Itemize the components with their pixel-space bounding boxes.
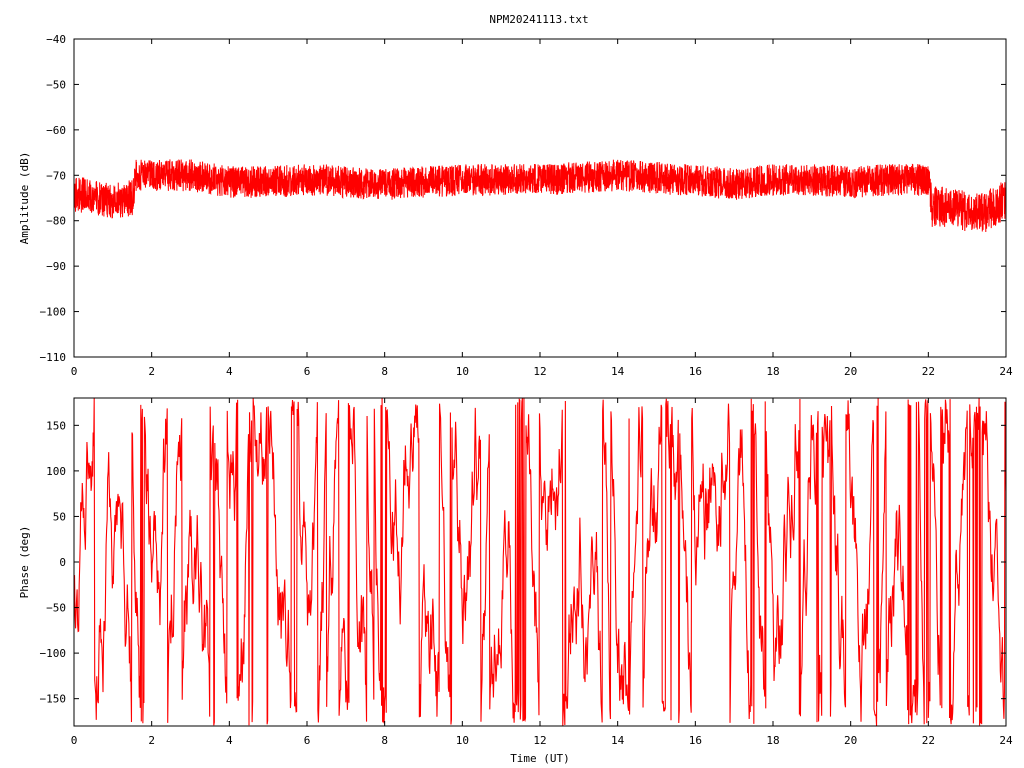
x-tick-label: 18 bbox=[766, 365, 779, 378]
x-tick-label: 12 bbox=[533, 365, 546, 378]
y-tick-label: 150 bbox=[46, 419, 66, 432]
x-tick-label: 20 bbox=[844, 734, 857, 747]
amplitude-panel: 0 2 4 6 8 10 12 14 16 18 20 22 24−40−50−60−70−80−90−… bbox=[18, 33, 1013, 378]
phase-series-line bbox=[74, 398, 1006, 726]
y-tick-label: −50 bbox=[46, 78, 66, 91]
x-tick-label: 10 bbox=[456, 734, 469, 747]
x-tick-label: 8 bbox=[381, 734, 388, 747]
x-axis-label: Time (UT) bbox=[510, 752, 570, 765]
x-tick-label: 18 bbox=[766, 734, 779, 747]
phase-panel: 0 2 4 6 8 10 12 14 16 18 20 22 24150100500−50−100−15… bbox=[18, 397, 1013, 765]
y-tick-label: −90 bbox=[46, 260, 66, 273]
y-tick-label: −100 bbox=[40, 306, 67, 319]
x-tick-label: 24 bbox=[999, 365, 1013, 378]
x-tick-label: 16 bbox=[689, 734, 702, 747]
x-tick-label: 14 bbox=[611, 365, 625, 378]
x-tick-label: 6 bbox=[304, 734, 311, 747]
x-tick-label: 2 bbox=[148, 734, 155, 747]
x-tick-label: 20 bbox=[844, 365, 857, 378]
x-tick-label: 8 bbox=[381, 365, 388, 378]
y-tick-label: 0 bbox=[59, 556, 66, 569]
y-tick-label: 50 bbox=[53, 510, 66, 523]
y-tick-label: 100 bbox=[46, 465, 66, 478]
x-tick-label: 22 bbox=[922, 365, 935, 378]
x-tick-label: 16 bbox=[689, 365, 702, 378]
y-axis-label: Amplitude (dB) bbox=[18, 152, 31, 245]
y-tick-label: −100 bbox=[40, 647, 67, 660]
x-tick-label: 0 bbox=[71, 365, 78, 378]
x-tick-label: 4 bbox=[226, 734, 233, 747]
x-tick-label: 6 bbox=[304, 365, 311, 378]
chart-title: NPM20241113.txt bbox=[489, 13, 588, 26]
x-tick-label: 4 bbox=[226, 365, 233, 378]
y-tick-label: −70 bbox=[46, 169, 66, 182]
x-tick-label: 10 bbox=[456, 365, 469, 378]
y-tick-label: −60 bbox=[46, 124, 66, 137]
y-tick-label: −50 bbox=[46, 602, 66, 615]
x-tick-label: 14 bbox=[611, 734, 625, 747]
y-tick-label: −110 bbox=[40, 351, 67, 364]
y-axis-label: Phase (deg) bbox=[18, 526, 31, 599]
x-tick-label: 2 bbox=[148, 365, 155, 378]
y-tick-label: −40 bbox=[46, 33, 66, 46]
x-tick-label: 22 bbox=[922, 734, 935, 747]
x-tick-label: 24 bbox=[999, 734, 1013, 747]
x-tick-label: 0 bbox=[71, 734, 78, 747]
amplitude-series-line bbox=[74, 159, 1006, 233]
x-tick-label: 12 bbox=[533, 734, 546, 747]
y-tick-label: −150 bbox=[40, 693, 67, 706]
y-tick-label: −80 bbox=[46, 215, 66, 228]
